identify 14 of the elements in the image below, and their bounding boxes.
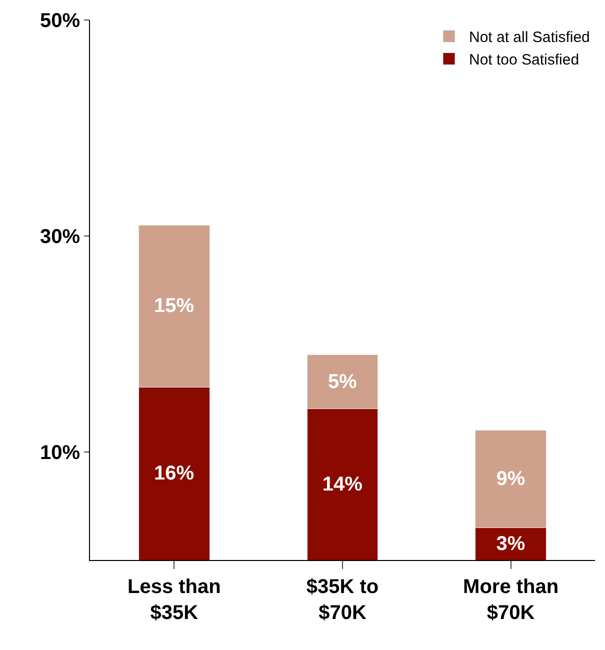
legend-label: Not at all Satisfied: [469, 29, 590, 46]
data-label: 3%: [496, 532, 526, 555]
x-tick-label: More than $70K: [463, 576, 559, 624]
y-tick-label: 30%: [40, 226, 80, 248]
data-label: 15%: [154, 295, 194, 318]
data-label: 16%: [154, 462, 194, 485]
data-label: 9%: [496, 468, 526, 490]
data-label: 5%: [328, 370, 358, 393]
data-label: 14%: [322, 473, 363, 496]
legend-label: Not too Satisfied: [469, 52, 580, 69]
y-tick-label: 50%: [40, 10, 80, 32]
x-tick-label: $35K to $70K: [306, 576, 379, 624]
x-tick-label: Less than $35K: [127, 576, 221, 624]
y-tick-label: 10%: [40, 442, 80, 464]
